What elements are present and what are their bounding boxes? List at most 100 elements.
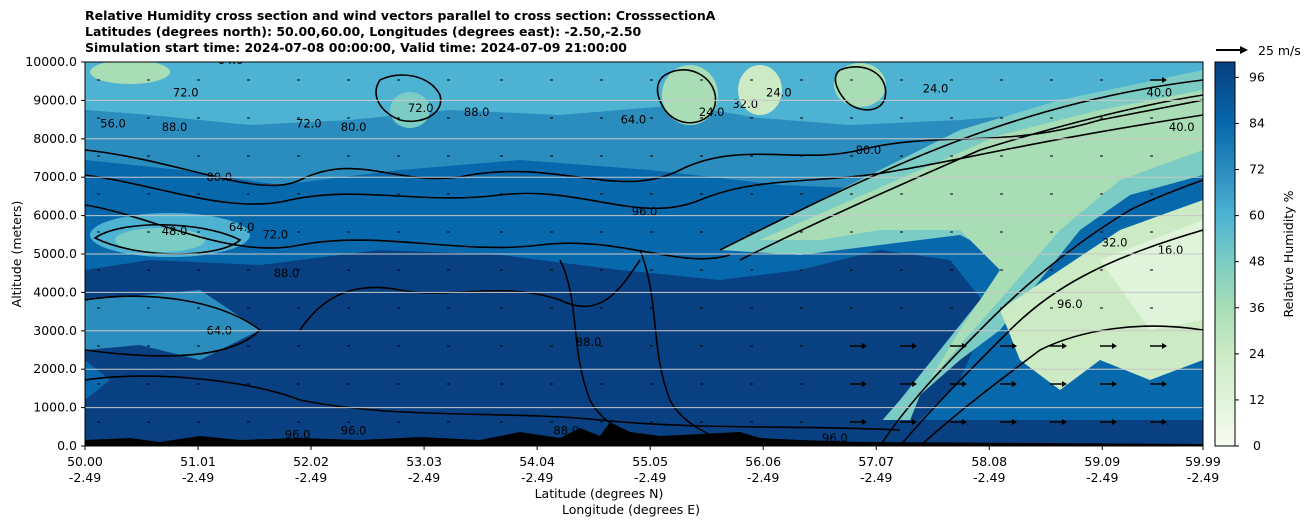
contour-label: 96.0 [341, 423, 367, 437]
contour-label: 72.0 [408, 101, 434, 115]
wind-vectors [97, 77, 1167, 425]
wind-vector-head [1012, 419, 1017, 425]
y-tick-label: 4000.0 [33, 284, 77, 299]
wind-vector-head [1162, 343, 1167, 349]
wind-vector-head [1162, 77, 1167, 83]
wind-vector-head [1112, 419, 1117, 425]
colorbar-tick-label: 0 [1253, 438, 1261, 453]
contour-line [879, 179, 1203, 446]
y-tick-label: 8000.0 [33, 131, 77, 146]
plot-area: 64.0 72.0 56.0 88.0 72.0 80.0 72.0 88.0 64.0 24.0… [85, 62, 1203, 446]
contour-label: 80.0 [341, 120, 367, 134]
colorbar-tick-label: 36 [1249, 300, 1265, 315]
contour-label: 80.0 [856, 143, 882, 157]
x-tick-label-lon: -2.49 [408, 470, 440, 485]
colorbar-tick-label: 96 [1249, 69, 1265, 84]
contour-line [375, 74, 442, 122]
colorbar-tick-label: 48 [1249, 254, 1265, 269]
contour-label: 48.0 [162, 224, 188, 238]
rh-driest-area [1100, 220, 1203, 330]
contour-label: 72.0 [296, 116, 322, 130]
y-grid [85, 99, 1203, 409]
x-tick-label-lat: 56.06 [745, 454, 781, 469]
contour-line [93, 223, 242, 255]
contour-label: 64.0 [229, 220, 255, 234]
contour-label: 88.0 [464, 105, 490, 119]
wind-vector-head [1112, 381, 1117, 387]
contour-line [85, 204, 731, 260]
contour-line [719, 79, 1203, 251]
terrain [85, 422, 1203, 446]
rh-saturated-core [85, 250, 990, 440]
rh-dry-pocket [834, 63, 886, 107]
wind-vector-head [1062, 419, 1067, 425]
x-tick-label-lat: 50.00 [67, 454, 103, 469]
contour-line [639, 249, 721, 441]
x-tick-label-lon: -2.49 [973, 470, 1005, 485]
x-tick-label-lat: 55.05 [632, 454, 668, 469]
contour-label: 96.0 [822, 431, 848, 445]
y-tick-label: 5000.0 [33, 246, 77, 261]
wind-key-arrowhead [1240, 46, 1248, 54]
x-tick-label-lat: 53.03 [406, 454, 442, 469]
rh-moist-region [115, 228, 205, 252]
colorbar-tick-label: 72 [1249, 162, 1265, 177]
rh-dry-tongue [760, 90, 1203, 380]
contour-line [834, 66, 887, 111]
y-tick-label: 6000.0 [33, 208, 77, 223]
wind-vector-head [962, 381, 967, 387]
x-axis-label-longitude: Longitude (degrees E) [562, 502, 700, 517]
wind-vector-head [1112, 343, 1117, 349]
colorbar-tick-label: 12 [1249, 392, 1265, 407]
rh-dry-pocket [738, 65, 782, 115]
contour-line [85, 99, 1203, 187]
contour-label: 16.0 [1158, 243, 1184, 257]
rh-dry-pocket [662, 65, 718, 125]
chart-title-line-3: Simulation start time: 2024-07-08 00:00:… [85, 40, 627, 55]
wind-vector-head [1012, 343, 1017, 349]
contour-line [85, 375, 901, 431]
wind-vector-head [1162, 419, 1167, 425]
colorbar-label: Relative Humidity % [1281, 190, 1296, 317]
contour-label: 88.0 [553, 423, 579, 437]
colorbar-ticks: 0 12 24 36 48 60 72 84 96 [1235, 69, 1265, 453]
y-tick-label: 3000.0 [33, 323, 77, 338]
colorbar-tick-label: 24 [1249, 346, 1265, 361]
colorbar [1214, 61, 1236, 447]
wind-vector-head [862, 381, 867, 387]
wind-vector-head [862, 343, 867, 349]
rh-dry-pocket [90, 62, 170, 84]
wind-vector-head [962, 343, 967, 349]
rh-field-top [85, 62, 1203, 125]
contour-line [899, 229, 1203, 446]
contour-label: 88.0 [274, 266, 300, 280]
contour-label: 96.0 [632, 205, 658, 219]
contour-label: 96.0 [1057, 297, 1083, 311]
x-tick-label-lon: -2.49 [1086, 470, 1118, 485]
contour-label: 40.0 [1169, 120, 1195, 134]
contour-label: 32.0 [732, 97, 758, 111]
chart-title-line-2: Latitudes (degrees north): 50.00,60.00, … [85, 24, 642, 39]
y-tick-label: 10000.0 [25, 54, 77, 69]
wind-key-label: 25 m/s [1258, 43, 1301, 58]
contour-line [85, 114, 1203, 210]
x-tick-label-lon: -2.49 [295, 470, 327, 485]
contour-label: 96.0 [285, 427, 311, 441]
contour-label: 88.0 [162, 120, 188, 134]
x-tick-label-lon: -2.49 [1187, 470, 1219, 485]
wind-vector-head [1062, 381, 1067, 387]
wind-vector-head [862, 419, 867, 425]
wind-vector-head [1062, 343, 1067, 349]
x-tick-label-lon: -2.49 [747, 470, 779, 485]
y-tick-label: 7000.0 [33, 169, 77, 184]
contour-label: 24.0 [699, 105, 725, 119]
x-tick-label-lat: 59.09 [1084, 454, 1120, 469]
x-tick-label-lat: 58.08 [971, 454, 1007, 469]
contour-line [739, 94, 1203, 261]
x-tick-label-lat: 59.99 [1185, 454, 1221, 469]
wind-key: 25 m/s [1216, 43, 1301, 58]
contour-label: 72.0 [173, 86, 199, 100]
x-axis-label-latitude: Latitude (degrees N) [535, 486, 664, 501]
x-tick-label-lon: -2.49 [182, 470, 214, 485]
wind-vector-head [962, 419, 967, 425]
